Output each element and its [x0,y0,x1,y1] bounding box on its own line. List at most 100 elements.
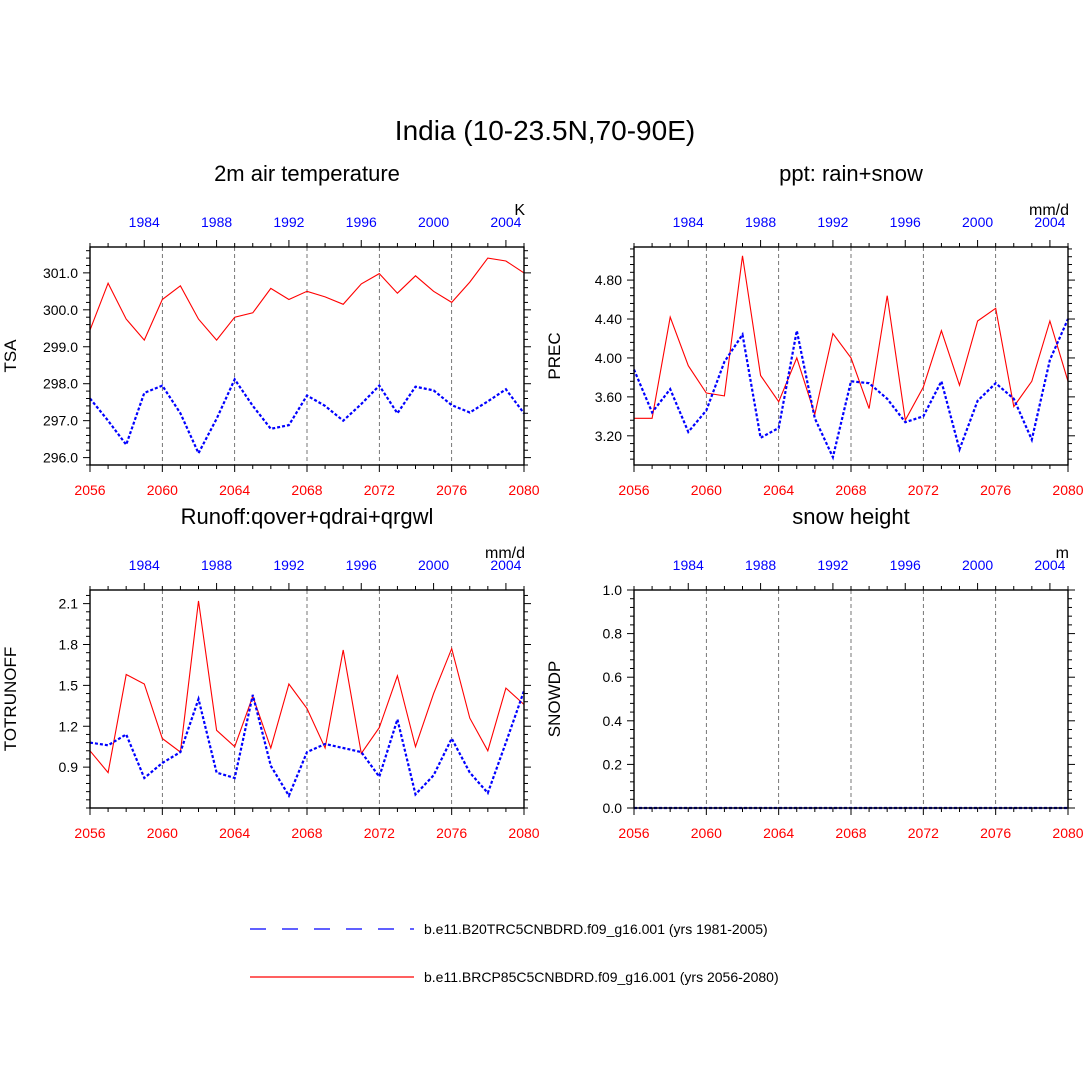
top-tick-label: 1992 [273,557,304,573]
x-tick-label: 2068 [835,482,866,498]
x-tick-label: 2060 [691,825,722,841]
x-tick-label: 2080 [508,482,539,498]
panel-3: Runoff:qover+qdrai+qrgwl mm/d TOTRUNOFF 205… [1,504,540,841]
x-tick-label: 2064 [763,825,794,841]
y-tick-label: 1.2 [59,718,79,734]
series-hist-line [632,318,1070,461]
top-tick-label: 1992 [273,214,304,230]
y-tick-label: 3.60 [595,389,622,405]
y-tick-label: 0.8 [603,626,623,642]
top-tick-label: 2000 [962,557,993,573]
top-tick-label: 1988 [745,557,776,573]
top-tick-label: 1988 [745,214,776,230]
x-tick-label: 2068 [835,825,866,841]
panel-title: snow height [792,504,909,529]
top-tick-label: 1996 [346,557,377,573]
y-tick-label: 1.8 [59,637,79,653]
y-tick-label: 298.0 [43,376,78,392]
x-tick-label: 2080 [508,825,539,841]
y-tick-label: 1.5 [59,677,79,693]
x-tick-label: 2076 [436,825,467,841]
y-axis-label: PREC [545,332,564,379]
x-tick-label: 2064 [219,825,250,841]
units-label: mm/d [485,545,525,562]
x-tick-label: 2060 [691,482,722,498]
y-tick-label: 0.0 [603,800,623,816]
y-axis-label: TOTRUNOFF [1,647,20,752]
top-tick-label: 1984 [673,214,704,230]
top-tick-label: 2004 [1034,557,1065,573]
top-tick-label: 1992 [817,557,848,573]
main-title: India (10-23.5N,70-90E) [395,115,695,146]
panel-1: 2m air temperature K TSA 2056 2060 2064 2068 20… [1,161,540,498]
x-tick-label: 2076 [436,482,467,498]
y-tick-label: 1.0 [603,582,623,598]
legend-label-rcp: b.e11.BRCP85C5CNBDRD.f09_g16.001 (yrs 20… [424,969,779,985]
x-tick-label: 2072 [908,825,939,841]
x-tick-label: 2060 [147,825,178,841]
y-tick-label: 300.0 [43,302,78,318]
series-hist-line [89,377,525,456]
top-tick-label: 1984 [129,557,160,573]
panel-title: 2m air temperature [214,161,400,186]
x-tick-label: 2068 [291,825,322,841]
top-tick-label: 1984 [673,557,704,573]
y-tick-label: 0.9 [59,759,79,775]
top-tick-label: 2004 [490,214,521,230]
legend: b.e11.B20TRC5CNBDRD.f09_g16.001 (yrs 198… [250,921,779,985]
x-tick-label: 2064 [763,482,794,498]
x-tick-label: 2072 [364,825,395,841]
x-tick-label: 2080 [1052,825,1083,841]
y-tick-label: 0.6 [603,669,623,685]
y-tick-label: 4.00 [595,350,622,366]
top-tick-label: 2004 [1034,214,1065,230]
top-tick-label: 2004 [490,557,521,573]
x-tick-label: 2072 [908,482,939,498]
top-tick-label: 1992 [817,214,848,230]
x-tick-label: 2076 [980,482,1011,498]
y-tick-label: 297.0 [43,413,78,429]
x-tick-label: 2080 [1052,482,1083,498]
y-tick-label: 0.2 [603,756,623,772]
panel-4: snow height m SNOWDP 2056 2060 2064 2068 2072 20… [545,504,1084,841]
x-tick-label: 2060 [147,482,178,498]
y-tick-label: 301.0 [43,265,78,281]
units-label: mm/d [1029,202,1069,219]
y-tick-label: 4.80 [595,272,622,288]
top-tick-label: 2000 [418,557,449,573]
x-tick-label: 2076 [980,825,1011,841]
series-rcp-line [634,255,1069,422]
panel-title: Runoff:qover+qdrai+qrgwl [181,504,434,529]
top-tick-label: 2000 [962,214,993,230]
x-tick-label: 2056 [618,825,649,841]
top-tick-label: 1996 [346,214,377,230]
y-tick-label: 296.0 [43,450,78,466]
x-tick-label: 2072 [364,482,395,498]
x-tick-label: 2068 [291,482,322,498]
top-tick-label: 2000 [418,214,449,230]
top-tick-label: 1988 [201,557,232,573]
y-tick-label: 0.4 [603,713,623,729]
y-axis-label: SNOWDP [545,661,564,738]
x-tick-label: 2056 [74,482,105,498]
y-tick-label: 2.1 [59,596,79,612]
y-axis-label: TSA [1,339,20,373]
top-tick-label: 1996 [890,214,921,230]
series-rcp-line [89,600,525,774]
panel-title: ppt: rain+snow [779,161,923,186]
x-tick-label: 2056 [74,825,105,841]
y-tick-label: 299.0 [43,339,78,355]
y-tick-label: 3.20 [595,428,622,444]
units-label: m [1056,545,1069,562]
top-tick-label: 1988 [201,214,232,230]
top-tick-label: 1996 [890,557,921,573]
y-tick-label: 4.40 [595,311,622,327]
units-label: K [514,202,525,219]
series-hist-line [89,690,526,799]
top-tick-label: 1984 [129,214,160,230]
x-tick-label: 2056 [618,482,649,498]
legend-label-hist: b.e11.B20TRC5CNBDRD.f09_g16.001 (yrs 198… [424,921,768,937]
panel-2: ppt: rain+snow mm/d PREC 2056 2060 2064 2068 20… [545,161,1084,498]
series-rcp-line [89,257,525,342]
